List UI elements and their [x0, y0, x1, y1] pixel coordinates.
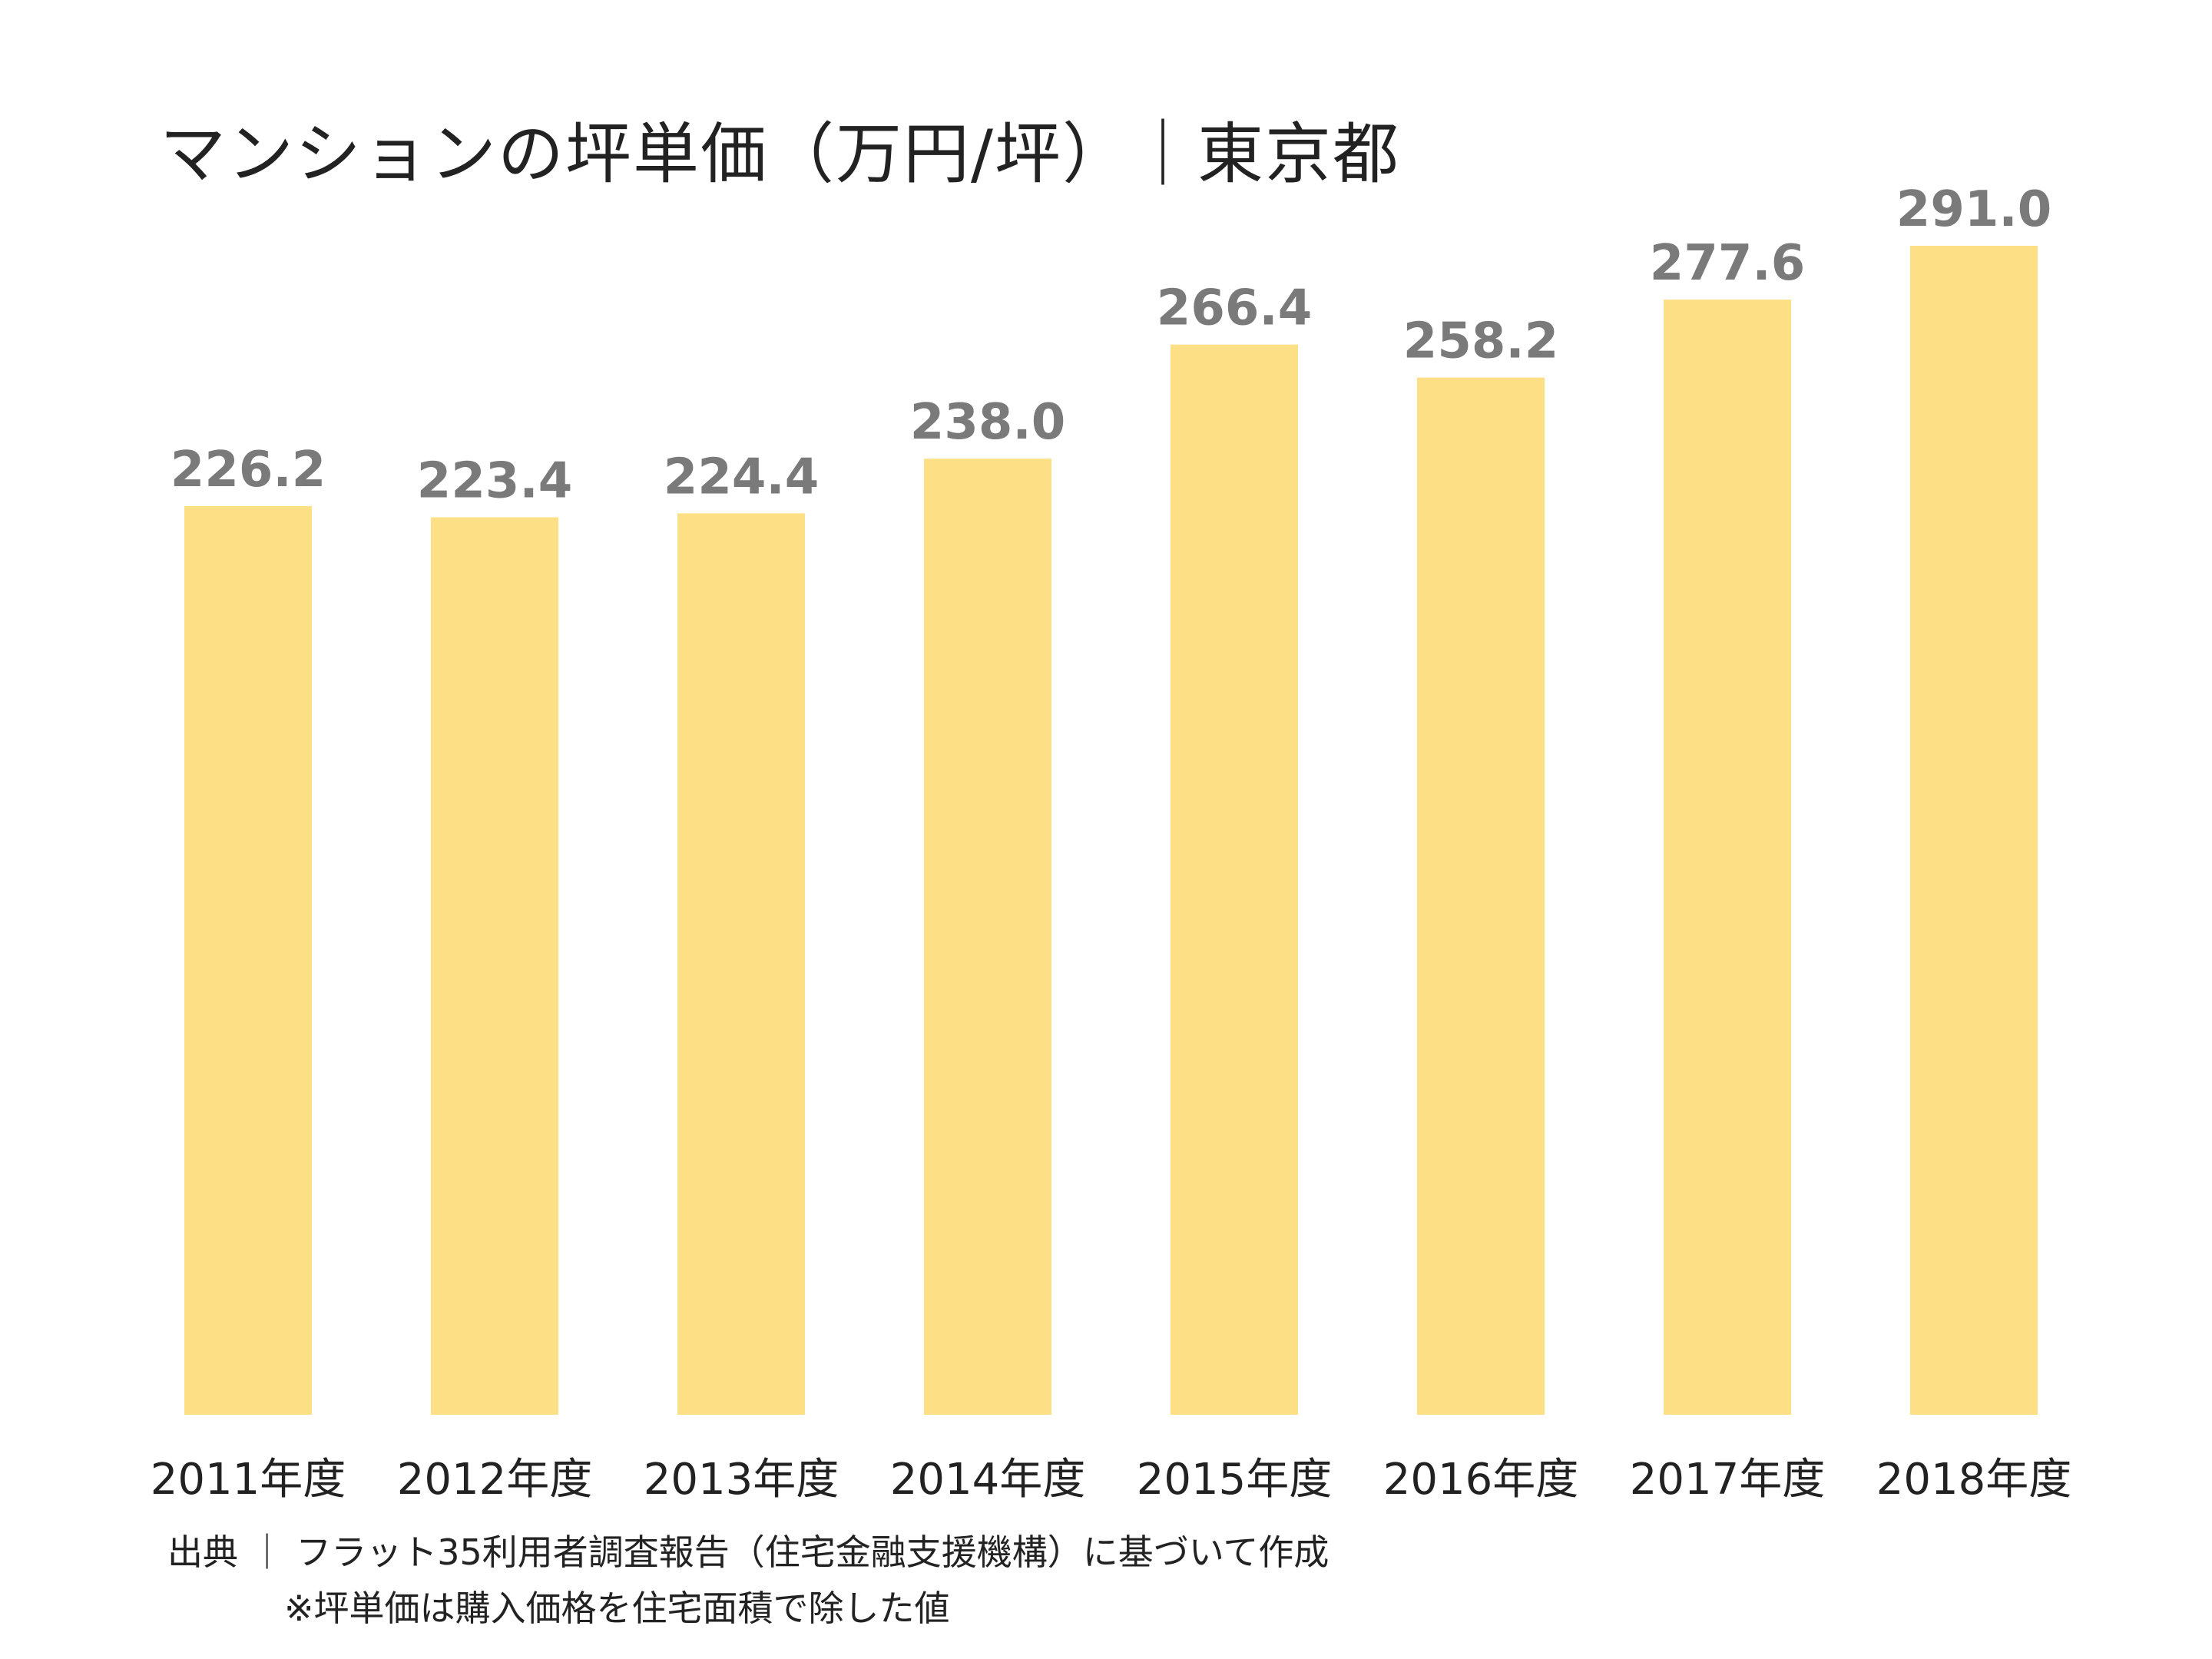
chart-title: マンションの坪単価（万円/坪）｜東京都 — [160, 116, 1400, 193]
value-label-2018年度: 291.0 — [1896, 181, 2051, 238]
footnote: ※坪単価は購入価格を住宅面積で除した値 — [284, 1588, 950, 1629]
x-tick-label-2012年度: 2012年度 — [397, 1455, 593, 1505]
bar-2018年度 — [1910, 246, 2038, 1415]
x-tick-label-2014年度: 2014年度 — [890, 1455, 1086, 1505]
bar-2016年度 — [1417, 377, 1545, 1415]
value-label-2016年度: 258.2 — [1403, 313, 1558, 370]
x-tick-label-2017年度: 2017年度 — [1630, 1455, 1826, 1505]
bar-2014年度 — [924, 459, 1051, 1415]
bar-2011年度 — [184, 505, 312, 1415]
x-tick-label-2013年度: 2013年度 — [644, 1455, 839, 1505]
value-label-2013年度: 224.4 — [664, 449, 819, 505]
source-note: 出典 ｜ フラット35利用者調査報告（住宅金融支援機構）に基づいて作成 — [167, 1532, 1330, 1573]
x-tick-label-2015年度: 2015年度 — [1137, 1455, 1333, 1505]
x-tick-label-2018年度: 2018年度 — [1876, 1455, 2072, 1505]
value-label-2012年度: 223.4 — [417, 453, 572, 510]
bar-2012年度 — [431, 517, 558, 1416]
bar-2013年度 — [677, 513, 805, 1416]
bar-2017年度 — [1664, 300, 1791, 1416]
value-label-2017年度: 277.6 — [1650, 235, 1805, 292]
value-labels-group: 226.2 223.4 224.4 238.0 266.4 258.2 277.6 291.0 — [171, 181, 2051, 510]
x-axis-labels-group: 2011年度 2012年度 2013年度 2014年度 2015年度 2016年度 2017… — [151, 1455, 2072, 1505]
bar-2015年度 — [1171, 344, 1298, 1415]
x-tick-label-2016年度: 2016年度 — [1383, 1455, 1579, 1505]
value-label-2015年度: 266.4 — [1157, 280, 1312, 337]
value-label-2014年度: 238.0 — [910, 394, 1065, 451]
x-tick-label-2011年度: 2011年度 — [151, 1455, 346, 1505]
value-label-2011年度: 226.2 — [171, 442, 326, 498]
bars-group — [184, 246, 2038, 1416]
